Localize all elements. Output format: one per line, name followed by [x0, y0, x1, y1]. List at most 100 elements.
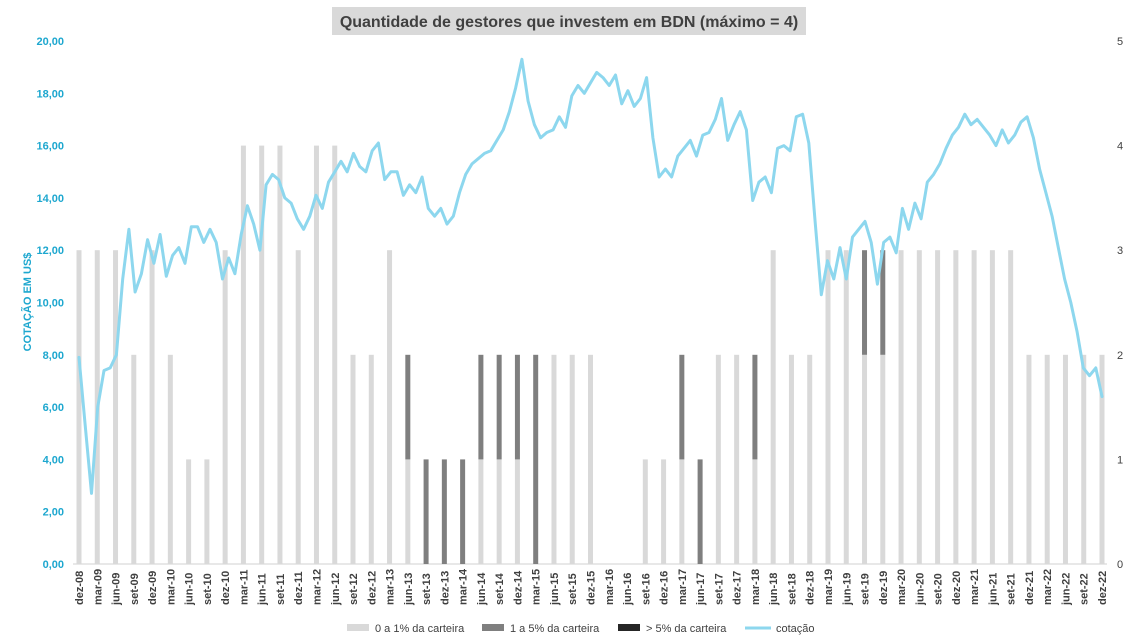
- bar-1a5: [460, 459, 466, 564]
- x-tick-label: set-10: [202, 573, 214, 605]
- left-axis-label: COTAÇÃO EM US$: [21, 253, 34, 352]
- right-tick-label: 2: [1117, 350, 1123, 362]
- bar-0a1: [240, 145, 246, 564]
- bar-0a1: [953, 250, 959, 564]
- x-tick-label: jun-16: [622, 573, 634, 606]
- bar-0a1: [935, 250, 941, 564]
- bar-0a1: [752, 459, 758, 564]
- x-tick-label: set-20: [933, 573, 945, 605]
- chart-title: Quantidade de gestores que investem em B…: [340, 14, 798, 31]
- title-background: [332, 7, 806, 35]
- bar-0a1: [734, 354, 740, 564]
- x-tick-label: jun-20: [914, 573, 926, 606]
- bar-0a1: [496, 459, 502, 564]
- x-axis-ticks: dez-08 mar-09 jun-09 set-09 dez-09 mar-10 jun-…: [74, 568, 1109, 606]
- x-tick-label: mar-19: [823, 569, 835, 605]
- bar-0a1: [825, 250, 831, 564]
- legend-label-1a5: 1 a 5% da carteira: [510, 623, 600, 635]
- x-tick-label: dez-20: [951, 571, 963, 605]
- x-tick-label: dez-08: [74, 571, 86, 605]
- x-tick-label: set-21: [1006, 573, 1018, 605]
- x-tick-label: dez-22: [1097, 571, 1109, 605]
- bar-0a1: [313, 145, 319, 564]
- x-tick-label: mar-11: [238, 570, 250, 605]
- bar-0a1: [679, 459, 685, 564]
- bar-0a1: [405, 459, 411, 564]
- bar-0a1: [569, 354, 575, 564]
- bar-0a1: [642, 459, 648, 564]
- legend-label-0a1: 0 a 1% da carteira: [375, 623, 465, 635]
- bar-0a1: [368, 354, 374, 564]
- bar-0a1: [167, 354, 173, 564]
- x-tick-label: jun-11: [257, 573, 269, 606]
- x-tick-label: set-11: [275, 574, 287, 605]
- left-tick-label: 20,00: [36, 36, 64, 48]
- legend-swatch-gt5: [618, 624, 640, 631]
- x-tick-label: mar-15: [531, 569, 543, 605]
- bar-1a5: [697, 459, 703, 564]
- right-tick-label: 1: [1117, 454, 1123, 466]
- bar-0a1: [661, 459, 667, 564]
- left-tick-label: 18,00: [36, 88, 64, 100]
- bar-1a5: [423, 459, 429, 564]
- x-tick-label: jun-19: [841, 573, 853, 606]
- bar-1a5: [880, 250, 886, 355]
- x-tick-label: jun-10: [184, 573, 196, 606]
- left-tick-label: 16,00: [36, 141, 64, 153]
- x-tick-label: mar-10: [165, 569, 177, 605]
- x-tick-label: mar-22: [1042, 569, 1054, 605]
- bar-0a1: [551, 354, 557, 564]
- bar-0a1: [332, 145, 338, 564]
- x-tick-label: jun-17: [695, 573, 707, 606]
- bar-0a1: [1099, 354, 1105, 564]
- x-tick-label: jun-22: [1061, 573, 1073, 606]
- bar-0a1: [1008, 250, 1014, 564]
- x-tick-label: jun-13: [403, 573, 415, 606]
- bar-1a5: [478, 354, 484, 460]
- x-tick-label: dez-15: [586, 571, 598, 605]
- x-tick-label: set-16: [640, 573, 652, 605]
- x-tick-label: dez-10: [220, 571, 232, 605]
- cotacao-line: [77, 57, 1104, 495]
- x-tick-label: set-17: [713, 573, 725, 605]
- x-tick-label: set-18: [786, 573, 798, 605]
- right-tick-label: 4: [1117, 141, 1123, 153]
- x-tick-label: mar-09: [92, 569, 104, 605]
- left-tick-label: 0,00: [43, 559, 64, 571]
- x-tick-label: set-15: [567, 573, 579, 605]
- legend: 0 a 1% da carteira 1 a 5% da carteira > …: [347, 623, 815, 635]
- legend-label-cotacao: cotação: [776, 623, 815, 635]
- bar-0a1: [76, 250, 82, 564]
- x-tick-label: jun-12: [330, 573, 342, 606]
- bar-1a5: [862, 250, 868, 355]
- x-tick-label: dez-16: [659, 571, 671, 605]
- x-tick-label: mar-13: [385, 569, 397, 605]
- bar-0a1: [989, 250, 995, 564]
- x-tick-label: mar-12: [312, 569, 324, 605]
- bar-1a5: [496, 354, 502, 460]
- left-tick-label: 2,00: [43, 507, 64, 519]
- bar-0a1: [862, 354, 868, 564]
- left-tick-label: 10,00: [36, 298, 64, 310]
- right-axis-ticks: 0 1 2 3 4 5: [1117, 36, 1123, 571]
- bar-0a1: [788, 354, 794, 564]
- bar-0a1: [715, 354, 721, 564]
- x-tick-label: mar-21: [969, 569, 981, 605]
- bar-0a1: [259, 145, 265, 564]
- x-tick-label: mar-16: [604, 569, 616, 605]
- bar-0a1: [350, 354, 356, 564]
- x-tick-label: dez-09: [147, 571, 159, 605]
- bar-0a1: [113, 250, 119, 564]
- bar-0a1: [186, 459, 192, 564]
- bar-0a1: [898, 250, 904, 564]
- bar-1a5: [441, 459, 447, 564]
- legend-label-gt5: > 5% da carteira: [646, 623, 727, 635]
- bar-0a1: [277, 145, 283, 564]
- bar-0a1: [770, 250, 776, 564]
- bar-0a1: [971, 250, 977, 564]
- right-tick-label: 5: [1117, 36, 1123, 48]
- bar-0a1: [387, 250, 393, 564]
- bar-1a5: [405, 354, 411, 460]
- x-tick-label: dez-14: [512, 570, 524, 605]
- x-tick-label: set-14: [494, 572, 506, 605]
